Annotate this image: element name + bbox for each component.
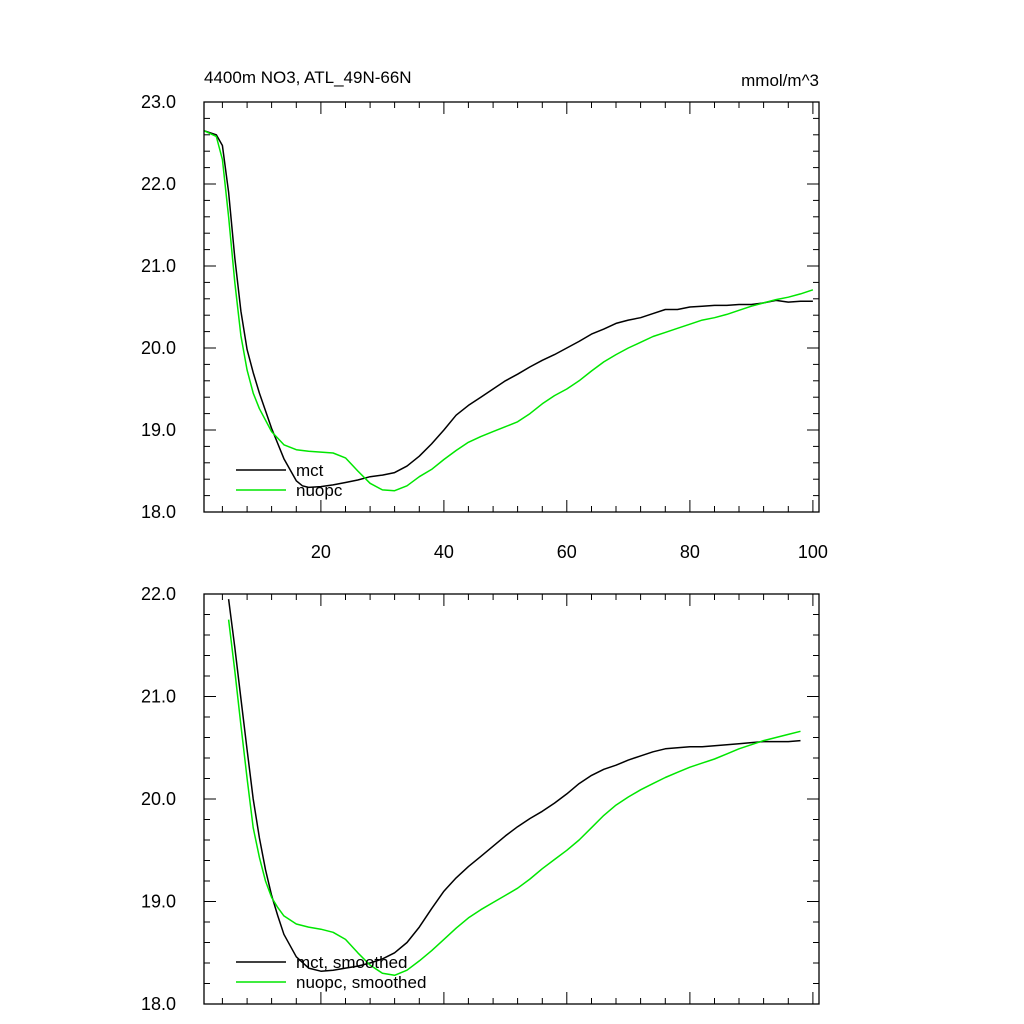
series-line-nuopc-smoothed xyxy=(227,619,801,977)
top-axes-ticks: 20 40 60 80 100 18.0 19.0 20.0 21.0 22.0 23.0 xyxy=(141,92,828,562)
legend-label-nuopc: nuopc xyxy=(296,481,343,500)
chart-top-panel: 4400m NO3, ATL_49N-66N mmol/m^3 20 40 60 80… xyxy=(141,68,828,562)
y-tick-label: 21.0 xyxy=(141,687,176,707)
bottom-plot-frame xyxy=(203,593,820,1005)
y-tick-label: 18.0 xyxy=(141,994,176,1014)
chart-bottom-panel: 18.0 19.0 20.0 21.0 22.0 mct, smoothed nuopc… xyxy=(141,584,820,1014)
y-tick-label: 21.0 xyxy=(141,256,176,276)
series-line-mct xyxy=(203,129,813,489)
x-tick-label: 20 xyxy=(311,542,331,562)
units-label: mmol/m^3 xyxy=(741,71,819,90)
top-series-lines xyxy=(203,129,814,492)
y-tick-label: 20.0 xyxy=(141,789,176,809)
bottom-series-lines xyxy=(227,599,801,977)
y-tick-label: 22.0 xyxy=(141,174,176,194)
bottom-axes-ticks: 18.0 19.0 20.0 21.0 22.0 xyxy=(141,584,819,1014)
chart-title: 4400m NO3, ATL_49N-66N xyxy=(204,68,412,87)
series-line-nuopc xyxy=(203,130,814,492)
legend-label-nuopc-smoothed: nuopc, smoothed xyxy=(296,973,426,992)
x-tick-label: 80 xyxy=(680,542,700,562)
y-tick-label: 22.0 xyxy=(141,584,176,604)
bottom-legend: mct, smoothed nuopc, smoothed xyxy=(236,953,426,992)
y-tick-label: 23.0 xyxy=(141,92,176,112)
y-tick-label: 19.0 xyxy=(141,892,176,912)
series-line-mct-smoothed xyxy=(227,599,801,972)
y-tick-label: 19.0 xyxy=(141,420,176,440)
x-tick-label: 60 xyxy=(557,542,577,562)
top-plot-frame xyxy=(203,101,820,513)
x-tick-label: 100 xyxy=(798,542,828,562)
x-tick-label: 40 xyxy=(434,542,454,562)
top-legend: mct nuopc xyxy=(236,461,343,500)
y-tick-label: 18.0 xyxy=(141,502,176,522)
legend-label-mct-smoothed: mct, smoothed xyxy=(296,953,408,972)
legend-label-mct: mct xyxy=(296,461,324,480)
y-tick-label: 20.0 xyxy=(141,338,176,358)
